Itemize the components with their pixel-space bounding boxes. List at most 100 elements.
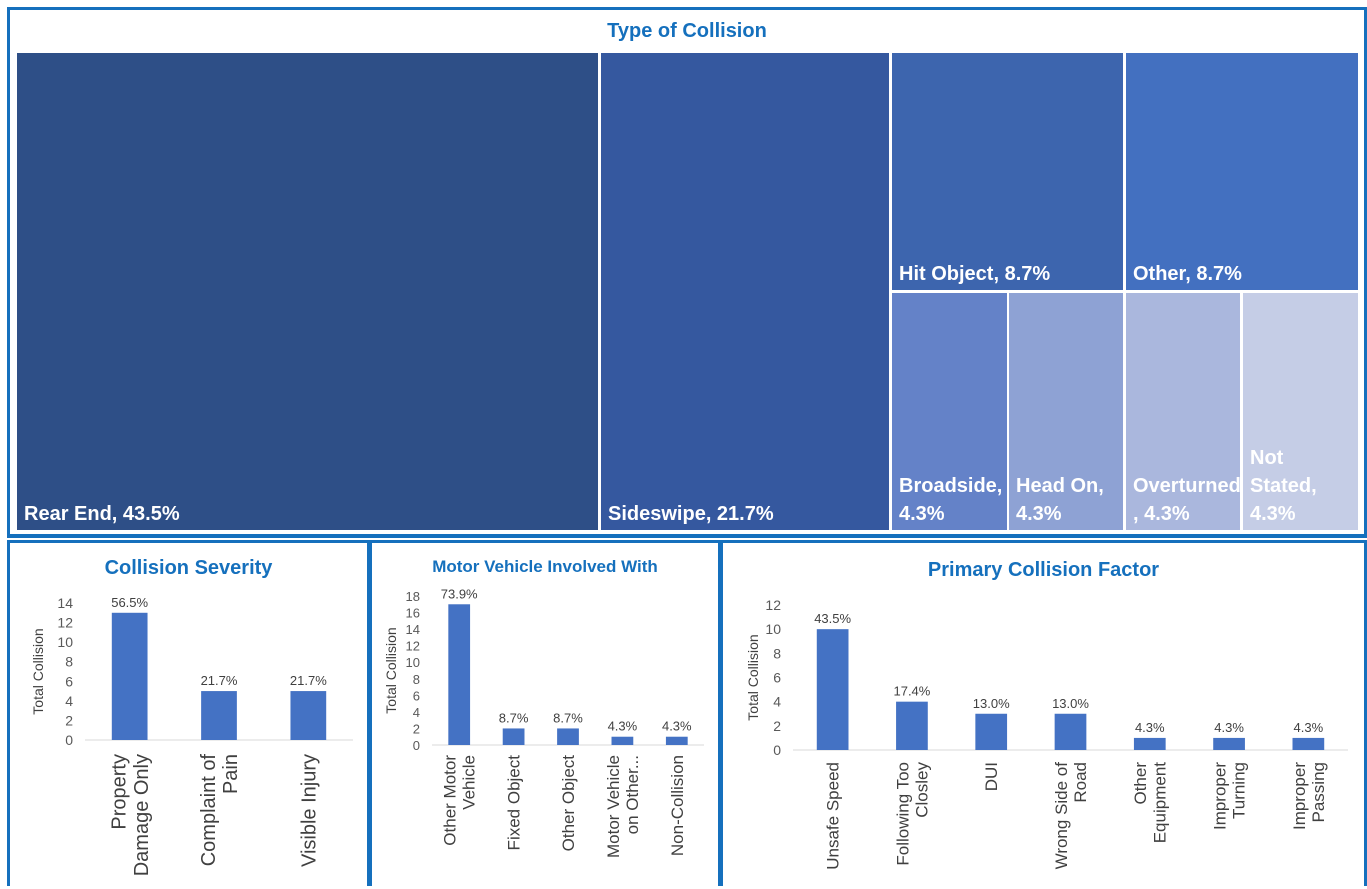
primary-collision-factor-category-dui: DUI — [982, 762, 1001, 791]
collision-severity-ytick: 10 — [57, 634, 73, 650]
primary-collision-factor-title: Primary Collision Factor — [927, 559, 1160, 581]
treemap-tile-not-stated — [1243, 293, 1358, 530]
motor-vehicle-involved-with-category-other-motor-vehicle: Other MotorVehicle — [441, 755, 479, 846]
treemap-label-other: Other, 8.7% — [1133, 263, 1242, 285]
motor-vehicle-involved-with-ytick: 10 — [406, 655, 420, 670]
collision-severity-ytick: 8 — [65, 654, 73, 670]
treemap-tile-other — [1126, 53, 1358, 290]
primary-collision-factor-bar-unsafe-speed — [816, 629, 849, 750]
primary-collision-factor-category-improper-turning: ImproperTurning — [1211, 762, 1249, 830]
primary-collision-factor-panel: Primary Collision Factor 0 2 4 6 8 10 12 Total … — [720, 540, 1367, 886]
treemap-label-broadside: Broadside, 4.3% — [899, 475, 1002, 525]
treemap-label-overturned: Overturned, 4.3% — [1133, 475, 1241, 525]
primary-collision-factor-ytick: 8 — [773, 645, 781, 661]
primary-collision-factor-data-label-wrong-side-of-road: 13.0% — [1052, 696, 1089, 711]
motor-vehicle-involved-with-data-label-non-collision: 4.3% — [662, 719, 692, 734]
primary-collision-factor-category-wrong-side-of-road: Wrong Side ofRoad — [1052, 762, 1090, 870]
primary-collision-factor-data-label-improper-turning: 4.3% — [1214, 720, 1244, 735]
primary-collision-factor-ytick: 6 — [773, 670, 781, 686]
primary-collision-factor-ylabel: Total Collision — [745, 634, 761, 720]
motor-vehicle-involved-with-ytick: 12 — [406, 639, 420, 654]
motor-vehicle-involved-with-ytick: 16 — [406, 606, 420, 621]
collision-severity-category-complaint-of-pain: Complaint ofPain — [198, 754, 242, 867]
motor-vehicle-involved-with-bar-motor-vehicle-on-other — [611, 736, 634, 745]
motor-vehicle-involved-with-category-other-object: Other Object — [559, 755, 578, 852]
collision-severity-ytick: 4 — [65, 693, 73, 709]
motor-vehicle-involved-with-ytick: 0 — [413, 738, 420, 753]
treemap-label-hit-object: Hit Object, 8.7% — [899, 263, 1050, 285]
motor-vehicle-involved-with-ytick: 18 — [406, 589, 420, 604]
primary-collision-factor-bar-dui — [975, 713, 1008, 750]
treemap-tile-rear-end — [17, 53, 598, 530]
motor-vehicle-involved-with-category-non-collision: Non-Collision — [668, 755, 687, 856]
primary-collision-factor-bar-following-too-closley — [896, 701, 928, 750]
collision-severity-ytick: 0 — [65, 732, 73, 748]
primary-collision-factor-data-label-improper-passing: 4.3% — [1294, 720, 1324, 735]
motor-vehicle-involved-with-ytick: 8 — [413, 672, 420, 687]
primary-collision-factor-chart: 0 2 4 6 8 10 12 Total Collision 43.5% Unsafe Spee… — [745, 597, 1348, 870]
primary-collision-factor-bar-improper-turning — [1213, 737, 1245, 750]
motor-vehicle-involved-with-ytick: 6 — [413, 688, 420, 703]
primary-collision-factor-bar-improper-passing — [1292, 737, 1325, 750]
primary-collision-factor-ytick: 0 — [773, 742, 781, 758]
collision-severity-category-visible-injury: Visible Injury — [298, 754, 320, 867]
treemap-tile-broadside — [892, 293, 1007, 530]
primary-collision-factor-data-label-other-equipment: 4.3% — [1135, 720, 1165, 735]
treemap-tile-head-on — [1009, 293, 1123, 530]
collision-severity-bar-property-damage-only — [111, 612, 148, 740]
collision-severity-ytick: 6 — [65, 673, 73, 689]
collision-severity-data-label-complaint-of-pain: 21.7% — [201, 673, 238, 688]
motor-vehicle-involved-with-data-label-fixed-object: 8.7% — [499, 710, 529, 725]
collision-severity-ytick: 14 — [57, 595, 73, 611]
collision-severity-bar-complaint-of-pain — [201, 691, 237, 740]
primary-collision-factor-data-label-following-too-closley: 17.4% — [893, 684, 930, 699]
type-of-collision-treemap: Rear End, 43.5% Sideswipe, 21.7% Hit Objec… — [17, 53, 1358, 530]
treemap-tile-hit-object — [892, 53, 1123, 290]
treemap-label-not-stated: Not Stated, 4.3% — [1250, 447, 1317, 525]
primary-collision-factor-ytick: 4 — [773, 694, 781, 710]
primary-collision-factor-bar-other-equipment — [1133, 737, 1166, 750]
type-of-collision-panel: Rear End, 43.5% Sideswipe, 21.7% Hit Objec… — [7, 7, 1367, 538]
treemap-label-head-on: Head On, 4.3% — [1016, 475, 1104, 525]
motor-vehicle-involved-with-data-label-motor-vehicle-on-other: 4.3% — [608, 719, 638, 734]
treemap-label-rear-end: Rear End, 43.5% — [24, 503, 180, 525]
treemap-tile-overturned — [1126, 293, 1240, 530]
motor-vehicle-involved-title: Motor Vehicle Involved With — [432, 557, 658, 576]
primary-collision-factor-ytick: 10 — [765, 621, 781, 637]
motor-vehicle-involved-with-bar-other-motor-vehicle — [448, 604, 471, 745]
primary-collision-factor-data-label-unsafe-speed: 43.5% — [814, 611, 851, 626]
motor-vehicle-involved-with-data-label-other-motor-vehicle: 73.9% — [441, 586, 478, 601]
motor-vehicle-involved-with-bar-other-object — [557, 728, 579, 745]
motor-vehicle-involved-with-data-label-other-object: 8.7% — [553, 710, 583, 725]
motor-vehicle-involved-with-ylabel: Total Collision — [383, 627, 399, 713]
primary-collision-factor-bar-wrong-side-of-road — [1054, 713, 1087, 750]
primary-collision-factor-ytick: 12 — [765, 597, 781, 613]
primary-collision-factor-data-label-dui: 13.0% — [973, 696, 1010, 711]
treemap-tile-sideswipe — [601, 53, 889, 530]
primary-collision-factor-category-improper-passing: ImproperPassing — [1290, 762, 1328, 830]
collision-severity-bar-visible-injury — [290, 691, 327, 740]
collision-severity-ytick: 12 — [57, 615, 73, 631]
motor-vehicle-involved-with-category-fixed-object: Fixed Object — [505, 755, 524, 851]
motor-vehicle-involved-panel: Motor Vehicle Involved With 0 2 4 6 8 10 12 14 1… — [369, 540, 721, 886]
motor-vehicle-involved-with-bar-non-collision — [665, 736, 688, 745]
collision-severity-ylabel: Total Collision — [30, 628, 46, 714]
collision-severity-data-label-property-damage-only: 56.5% — [111, 595, 148, 610]
motor-vehicle-involved-with-ytick: 2 — [413, 721, 420, 736]
collision-severity-category-property-damage-only: PropertyDamage Only — [108, 754, 152, 876]
motor-vehicle-involved-with-category-motor-vehicle-on-other: Motor Vehicleon Other... — [604, 755, 642, 858]
treemap-label-sideswipe: Sideswipe, 21.7% — [608, 503, 774, 525]
primary-collision-factor-category-following-too-closley: Following TooClosley — [893, 762, 931, 866]
collision-severity-chart: 0 2 4 6 8 10 12 14 Total Collision 56.5% PropertyD… — [30, 595, 353, 876]
motor-vehicle-involved-with-ytick: 4 — [413, 705, 420, 720]
primary-collision-factor-ytick: 2 — [773, 718, 781, 734]
collision-severity-panel: Collision Severity 0 2 4 6 8 10 12 14 Total Coll… — [7, 540, 370, 886]
collision-severity-data-label-visible-injury: 21.7% — [290, 673, 327, 688]
motor-vehicle-involved-with-ytick: 14 — [406, 622, 420, 637]
collision-severity-title: Collision Severity — [104, 557, 273, 579]
primary-collision-factor-category-other-equipment: OtherEquipment — [1131, 762, 1169, 844]
motor-vehicle-involved-with-bar-fixed-object — [502, 728, 525, 745]
primary-collision-factor-category-unsafe-speed: Unsafe Speed — [824, 762, 843, 870]
type-of-collision-title: Type of Collision — [607, 20, 767, 42]
